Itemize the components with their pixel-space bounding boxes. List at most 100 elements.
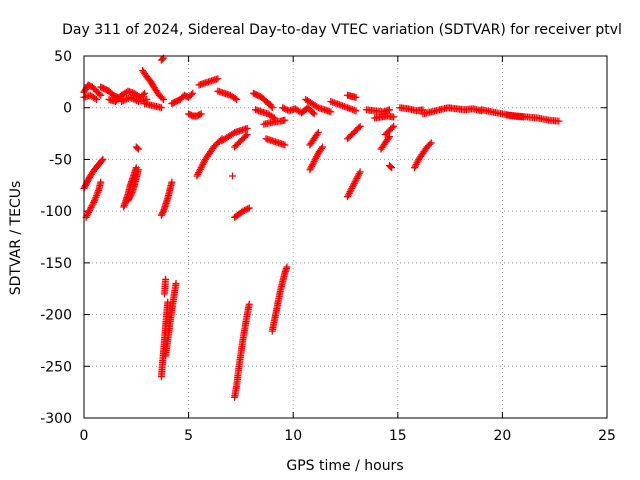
data-point-arc-10 — [196, 111, 204, 119]
data-point-arc-45 — [426, 140, 434, 148]
y-axis-ticks: 50 0 -50 -100 -150 -200 -250 -300 — [40, 49, 607, 427]
data-points — [80, 54, 563, 401]
data-point-arc-16 — [282, 105, 290, 113]
data-point-arc-27 — [97, 178, 105, 186]
x-tick-label: 5 — [184, 428, 193, 444]
data-point-arc-39 — [314, 129, 322, 137]
data-point-arc-12 — [231, 94, 239, 102]
data-point-arc-32 — [199, 160, 207, 168]
data-point-arc-45 — [411, 162, 419, 170]
data-point-arc-05 — [128, 94, 136, 102]
data-point-arc-49 — [245, 300, 253, 308]
data-point-arc-45 — [413, 159, 421, 167]
data-point-arc-27 — [90, 198, 98, 206]
data-point-arc-16 — [280, 104, 288, 112]
data-point-arc-32 — [195, 167, 203, 175]
data-point-arc-16 — [279, 104, 287, 112]
data-point-arc-40 — [356, 168, 364, 176]
data-point-arc-40 — [349, 183, 357, 191]
data-point-arc-40 — [354, 173, 362, 181]
data-point-arc-38 — [308, 161, 316, 169]
data-point-arc-01 — [97, 91, 105, 99]
data-point-arc-45 — [427, 139, 435, 147]
data-point-arc-38 — [308, 162, 316, 170]
x-tick-label: 10 — [284, 428, 302, 444]
data-point-arc-43 — [390, 122, 398, 130]
data-point-arc-05 — [119, 97, 127, 105]
data-point-arc-29 — [134, 166, 142, 174]
data-point-arc-40 — [344, 193, 352, 201]
data-point-arc-26 — [98, 157, 106, 165]
data-point-arc-08 — [158, 55, 166, 63]
data-point-arc-11 — [214, 75, 222, 83]
data-point-arc-18 — [352, 107, 360, 115]
data-point-arc-46 — [164, 298, 172, 306]
data-point-arc-45 — [412, 160, 420, 168]
data-point-arc-31 — [168, 178, 176, 186]
data-point-arc-38 — [318, 143, 326, 151]
data-point-arc-38 — [307, 164, 315, 172]
data-point-arc-40 — [350, 179, 358, 187]
data-point-arc-35 — [242, 206, 250, 214]
data-point-arc-32 — [194, 170, 202, 178]
x-tick-label: 15 — [389, 428, 407, 444]
data-point-arc-26 — [99, 155, 107, 163]
data-point-arc-40 — [345, 189, 353, 197]
data-point-arc-38 — [310, 157, 318, 165]
data-point-arc-32 — [193, 172, 201, 180]
y-tick-label: -200 — [40, 308, 72, 324]
data-point-arc-38 — [309, 159, 317, 167]
data-point-arc-40 — [351, 178, 359, 186]
data-point-arc-33 — [243, 124, 251, 132]
data-point-arc-06 — [158, 94, 166, 102]
data-point-arc-38 — [311, 156, 319, 164]
data-point-arc-33 — [229, 130, 237, 138]
data-point-arc-37 — [281, 141, 289, 149]
data-point-arc-45 — [411, 164, 419, 172]
data-point-arc-02 — [93, 95, 101, 103]
data-point-arc-30 — [134, 145, 142, 153]
data-point-arc-05 — [123, 95, 131, 103]
data-point-arc-16 — [310, 110, 318, 118]
data-point-arc-39 — [313, 130, 321, 138]
data-point-arc-27 — [86, 205, 94, 213]
data-point-arc-30 — [133, 144, 141, 152]
data-point-arc-09 — [187, 91, 195, 99]
data-point-arc-12 — [233, 95, 241, 103]
data-point-arc-06 — [159, 95, 167, 103]
data-point-arc-32 — [195, 169, 203, 177]
data-point-arc-47 — [172, 280, 180, 288]
data-point-arc-40 — [349, 181, 357, 189]
y-tick-label: -150 — [40, 256, 72, 272]
data-point-arc-35 — [241, 206, 249, 214]
data-point-arc-09 — [189, 89, 197, 97]
x-axis-label: GPS time / hours — [286, 458, 403, 474]
data-point-arc-35 — [245, 204, 253, 212]
data-point-arc-40 — [344, 191, 352, 199]
data-point-arc-40 — [352, 176, 360, 184]
data-point-arc-27 — [87, 203, 95, 211]
y-tick-label: 50 — [54, 49, 72, 65]
data-point-arc-25 — [555, 117, 563, 125]
data-point-arc-05 — [121, 96, 129, 104]
y-tick-label: -100 — [40, 204, 72, 220]
data-point-arc-27 — [88, 202, 96, 210]
data-point-arc-40 — [347, 186, 355, 194]
data-point-arc-40 — [355, 169, 363, 177]
data-point-arc-40 — [348, 184, 356, 192]
data-point-arc-05 — [126, 93, 134, 101]
data-point-arc-32 — [198, 162, 206, 170]
data-point-arc-44 — [388, 164, 396, 172]
data-point-arc-27 — [85, 207, 93, 215]
data-point-arc-17 — [313, 103, 321, 111]
chart-title: Day 311 of 2024, Sidereal Day-to-day VTE… — [62, 22, 622, 38]
data-point-arc-35 — [239, 207, 247, 215]
data-point-arc-50 — [283, 263, 291, 271]
data-point-arc-34 — [229, 172, 237, 180]
data-point-arc-38 — [317, 145, 325, 153]
data-point-arc-16 — [309, 109, 317, 117]
data-point-arc-27 — [85, 208, 93, 216]
data-point-arc-38 — [313, 153, 321, 161]
data-point-arc-32 — [196, 165, 204, 173]
